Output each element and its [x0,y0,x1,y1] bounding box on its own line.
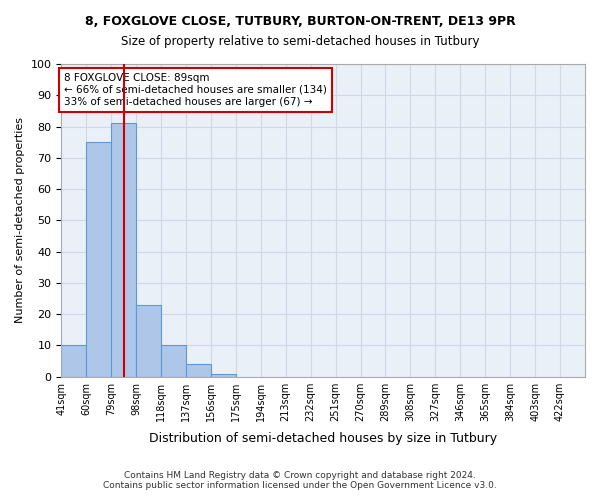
Text: 8 FOXGLOVE CLOSE: 89sqm
← 66% of semi-detached houses are smaller (134)
33% of s: 8 FOXGLOVE CLOSE: 89sqm ← 66% of semi-de… [64,74,327,106]
Bar [111,124,136,376]
Bar [161,346,186,376]
Y-axis label: Number of semi-detached properties: Number of semi-detached properties [15,118,25,324]
X-axis label: Distribution of semi-detached houses by size in Tutbury: Distribution of semi-detached houses by … [149,432,497,445]
Bar [186,364,211,376]
Bar [211,374,236,376]
Text: Size of property relative to semi-detached houses in Tutbury: Size of property relative to semi-detach… [121,35,479,48]
Bar [136,304,161,376]
Bar [86,142,111,376]
Text: Contains HM Land Registry data © Crown copyright and database right 2024.
Contai: Contains HM Land Registry data © Crown c… [103,470,497,490]
Bar [61,346,86,376]
Text: 8, FOXGLOVE CLOSE, TUTBURY, BURTON-ON-TRENT, DE13 9PR: 8, FOXGLOVE CLOSE, TUTBURY, BURTON-ON-TR… [85,15,515,28]
